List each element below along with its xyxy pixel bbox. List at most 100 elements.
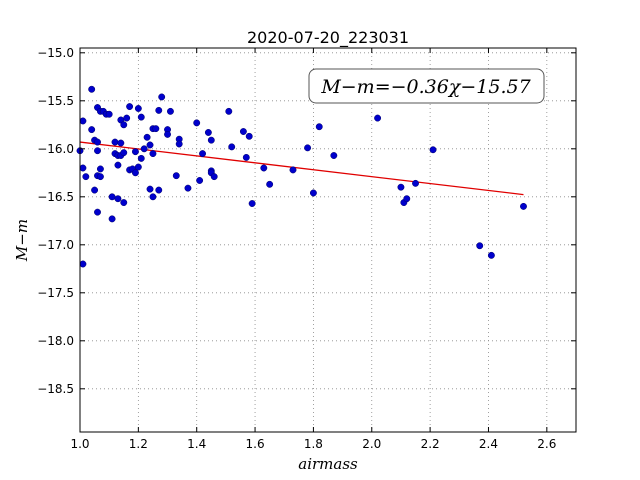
data-point (120, 149, 128, 157)
data-point (146, 185, 154, 193)
y-tick-label: −15.0 (37, 46, 74, 60)
data-point (79, 164, 87, 172)
chart-title: 2020-07-20_223031 (247, 28, 409, 48)
data-point (88, 85, 96, 93)
data-point (315, 123, 323, 131)
data-point (397, 183, 405, 191)
data-point (158, 93, 166, 101)
data-point (114, 195, 122, 203)
data-point (126, 103, 134, 111)
x-tick-label: 2.4 (479, 437, 498, 451)
data-point (304, 144, 312, 152)
points-layer (76, 85, 527, 268)
data-point (228, 143, 236, 151)
data-point (196, 177, 204, 184)
data-point (134, 163, 142, 171)
data-point (207, 136, 215, 144)
data-point (149, 193, 157, 201)
data-point (266, 180, 274, 188)
x-tick-label: 1.8 (304, 437, 323, 451)
data-point (96, 165, 104, 173)
data-point (108, 193, 116, 201)
data-point (374, 114, 382, 122)
data-point (155, 106, 163, 114)
data-point (172, 172, 180, 180)
y-tick-labels: −15.0 −15.5 −16.0 −16.5 −17.0 −17.5 −18.0 −18.5 (37, 46, 74, 396)
data-point (199, 150, 206, 158)
y-tick-label: −18.0 (37, 334, 74, 348)
x-tick-label: 1.4 (187, 437, 206, 451)
data-point (520, 202, 527, 210)
data-point (108, 215, 116, 223)
data-point (164, 130, 171, 138)
data-point (94, 138, 101, 146)
data-point (111, 138, 119, 146)
data-point (152, 125, 160, 133)
y-axis-label: M−m (13, 219, 31, 262)
y-tick-label: −16.0 (37, 142, 74, 156)
x-tick-label: 1.0 (70, 437, 89, 451)
annotation-text: M−m=−0.36χ−15.57 (320, 76, 531, 98)
plot-frame (79, 47, 577, 433)
data-point (146, 141, 154, 149)
data-point (155, 186, 163, 194)
data-point (242, 153, 250, 161)
data-point (82, 173, 90, 181)
data-point (210, 173, 218, 181)
data-point (120, 121, 128, 129)
y-tick-label: −17.5 (37, 286, 74, 300)
data-point (412, 179, 419, 187)
data-point (137, 154, 145, 162)
data-point (149, 150, 157, 158)
data-point (487, 251, 495, 259)
ticks-layer (79, 48, 576, 432)
data-point (143, 133, 151, 141)
data-point (403, 195, 411, 203)
data-point (140, 145, 148, 153)
data-point (123, 114, 131, 122)
data-point (79, 260, 87, 268)
x-tick-label: 2.2 (421, 437, 440, 451)
annotation-box (308, 68, 545, 104)
y-tick-label: −17.0 (37, 238, 74, 252)
data-point (88, 126, 96, 134)
y-tick-label: −16.5 (37, 190, 74, 204)
x-tick-label: 2.6 (537, 437, 556, 451)
fit-annotation: M−m=−0.36χ−15.57 (308, 68, 545, 104)
data-point (476, 242, 484, 250)
data-point (131, 148, 139, 156)
x-axis-label: airmass (298, 455, 358, 473)
data-point (429, 146, 437, 154)
x-tick-label: 1.2 (129, 437, 148, 451)
data-point (79, 117, 87, 125)
data-point (239, 128, 247, 135)
x-tick-labels: 1.0 1.2 1.4 1.6 1.8 2.0 2.2 2.4 2.6 (70, 437, 556, 451)
data-point (175, 140, 183, 148)
data-point (225, 107, 233, 115)
data-point (260, 164, 268, 172)
data-point (134, 105, 142, 112)
data-point (330, 152, 338, 159)
data-point (193, 119, 201, 127)
data-point (289, 166, 297, 174)
data-point (204, 129, 212, 136)
x-tick-label: 1.6 (246, 437, 265, 451)
y-tick-label: −18.5 (37, 382, 74, 396)
data-point (309, 189, 317, 197)
data-point (184, 184, 192, 192)
data-point (105, 110, 113, 118)
data-point (245, 132, 253, 140)
data-point (114, 161, 122, 169)
x-tick-label: 2.0 (362, 437, 381, 451)
data-point (166, 107, 174, 115)
grid-layer (80, 48, 576, 432)
y-tick-label: −15.5 (37, 94, 74, 108)
data-point (131, 169, 139, 177)
data-point (94, 147, 101, 155)
data-point (117, 139, 125, 147)
data-point (120, 199, 128, 207)
data-point (248, 200, 256, 207)
data-point (137, 113, 145, 121)
data-point (94, 208, 101, 216)
data-point (96, 173, 104, 181)
